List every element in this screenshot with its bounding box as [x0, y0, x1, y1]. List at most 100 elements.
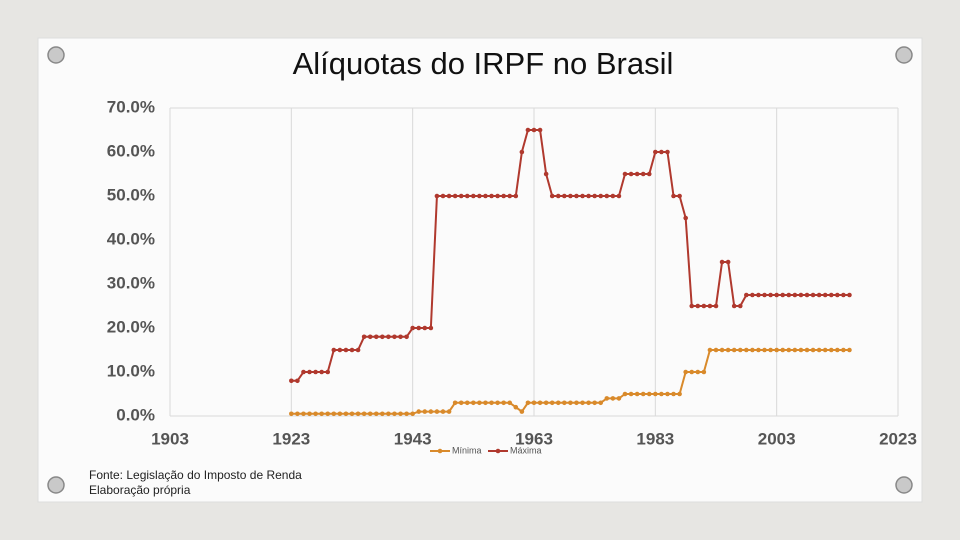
x-tick-label: 2023 — [879, 429, 917, 448]
point — [525, 127, 531, 133]
pin — [895, 476, 913, 494]
point — [841, 292, 846, 298]
point — [343, 347, 349, 353]
point — [622, 391, 628, 397]
point — [537, 400, 543, 406]
point — [822, 347, 828, 353]
point — [653, 149, 658, 155]
point — [458, 193, 464, 199]
point — [428, 325, 434, 331]
point — [495, 400, 500, 406]
point — [549, 193, 555, 199]
point — [446, 193, 452, 199]
point — [683, 369, 688, 375]
point — [295, 378, 300, 384]
point — [756, 292, 761, 298]
point — [847, 347, 852, 353]
point — [804, 347, 810, 353]
point — [398, 334, 403, 340]
point — [301, 411, 306, 417]
point — [586, 400, 591, 406]
point — [592, 193, 597, 199]
point — [731, 303, 737, 309]
point — [489, 400, 494, 406]
point — [331, 347, 337, 353]
card — [37, 37, 923, 503]
point — [816, 292, 822, 298]
point — [634, 171, 640, 177]
point — [580, 193, 585, 199]
point — [471, 193, 476, 199]
point — [543, 171, 549, 177]
point — [586, 193, 591, 199]
point — [774, 292, 779, 298]
point — [373, 334, 379, 340]
point — [355, 411, 361, 417]
point — [653, 391, 658, 397]
x-tick-label: 1923 — [272, 429, 310, 448]
point — [380, 334, 385, 340]
point — [713, 303, 719, 309]
point — [774, 347, 779, 353]
point — [404, 334, 409, 340]
point — [677, 391, 682, 397]
point — [464, 193, 470, 199]
point — [295, 411, 300, 417]
point — [659, 149, 664, 155]
point — [343, 411, 349, 417]
point — [828, 292, 834, 298]
point — [519, 409, 525, 414]
point — [677, 193, 682, 199]
point — [531, 400, 537, 406]
point — [665, 391, 670, 397]
y-tick-label: 20.0% — [107, 317, 155, 336]
point — [416, 325, 422, 331]
point — [634, 391, 640, 397]
point — [640, 391, 646, 397]
point — [731, 347, 737, 353]
point — [337, 411, 343, 417]
point — [835, 347, 840, 353]
legend-label: Máxima — [510, 445, 542, 455]
point — [574, 400, 579, 406]
point — [331, 411, 337, 417]
point — [307, 369, 312, 375]
point — [786, 347, 792, 353]
point — [616, 193, 622, 199]
y-tick-label: 40.0% — [107, 229, 155, 248]
point — [507, 400, 513, 406]
point — [519, 149, 525, 155]
point — [380, 411, 385, 417]
x-tick-label: 2003 — [758, 429, 796, 448]
point — [513, 404, 519, 410]
point — [786, 292, 792, 298]
point — [810, 292, 816, 298]
point — [598, 400, 604, 406]
point — [725, 347, 731, 353]
point — [841, 347, 846, 353]
point — [798, 292, 804, 298]
point — [361, 334, 367, 340]
point — [574, 193, 579, 199]
point — [622, 171, 628, 177]
point — [610, 193, 616, 199]
point — [313, 411, 318, 417]
point — [695, 369, 701, 375]
point — [689, 369, 695, 375]
point — [792, 347, 798, 353]
x-tick-label: 1983 — [636, 429, 674, 448]
legend-label: Mínima — [452, 445, 482, 455]
y-tick-label: 10.0% — [107, 361, 155, 380]
point — [325, 369, 331, 375]
point — [707, 303, 713, 309]
point — [373, 411, 379, 417]
point — [768, 347, 773, 353]
point — [452, 400, 458, 406]
point — [307, 411, 312, 417]
point — [422, 409, 428, 414]
point — [804, 292, 810, 298]
point — [404, 411, 409, 417]
point — [531, 127, 537, 133]
point — [501, 193, 506, 199]
